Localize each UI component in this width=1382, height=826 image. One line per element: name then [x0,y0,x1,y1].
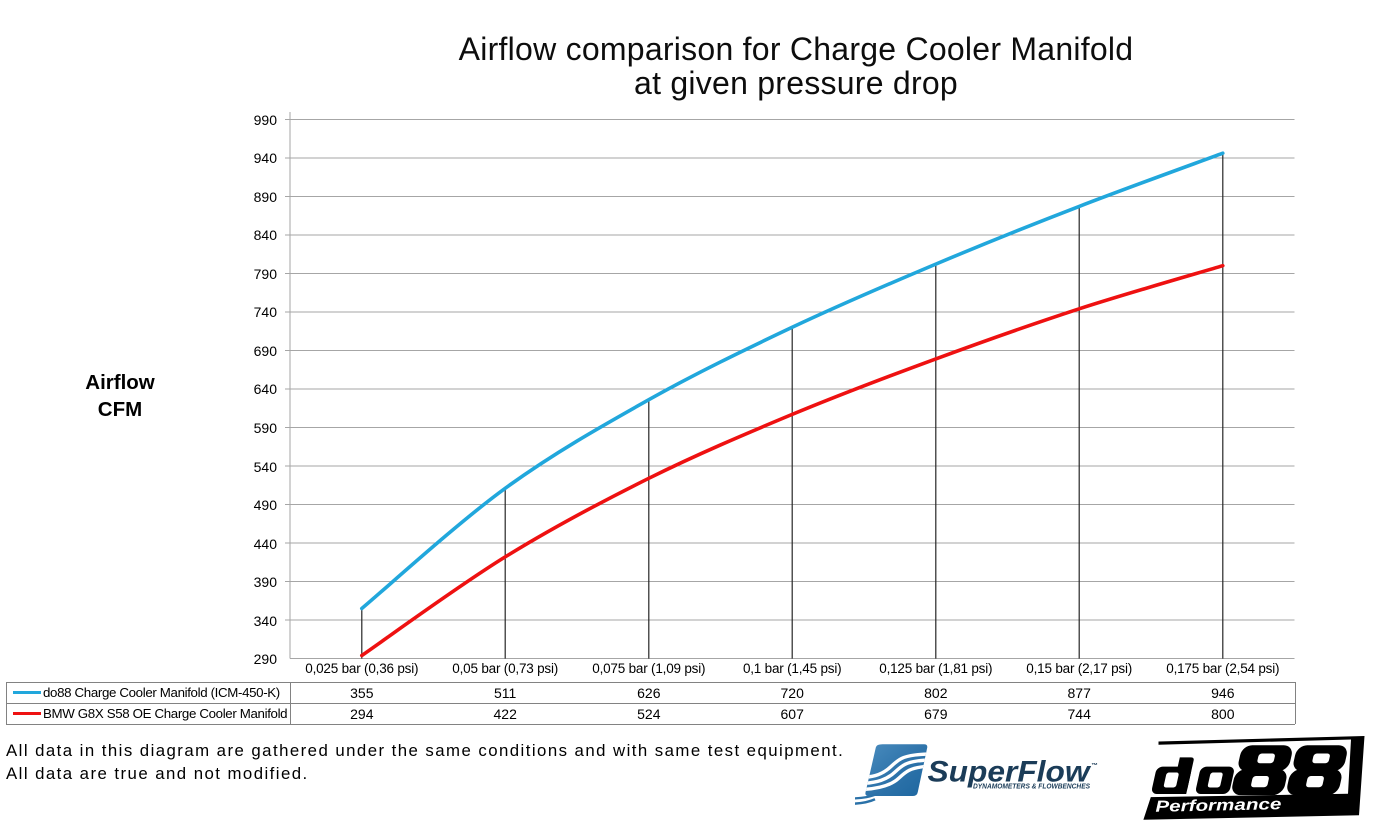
svg-text:DYNAMOMETERS & FLOWBENCHES: DYNAMOMETERS & FLOWBENCHES [973,782,1090,791]
svg-text:SuperFlow: SuperFlow [928,755,1092,788]
svg-text:Performance: Performance [1155,796,1281,816]
svg-text:™: ™ [1092,763,1099,770]
